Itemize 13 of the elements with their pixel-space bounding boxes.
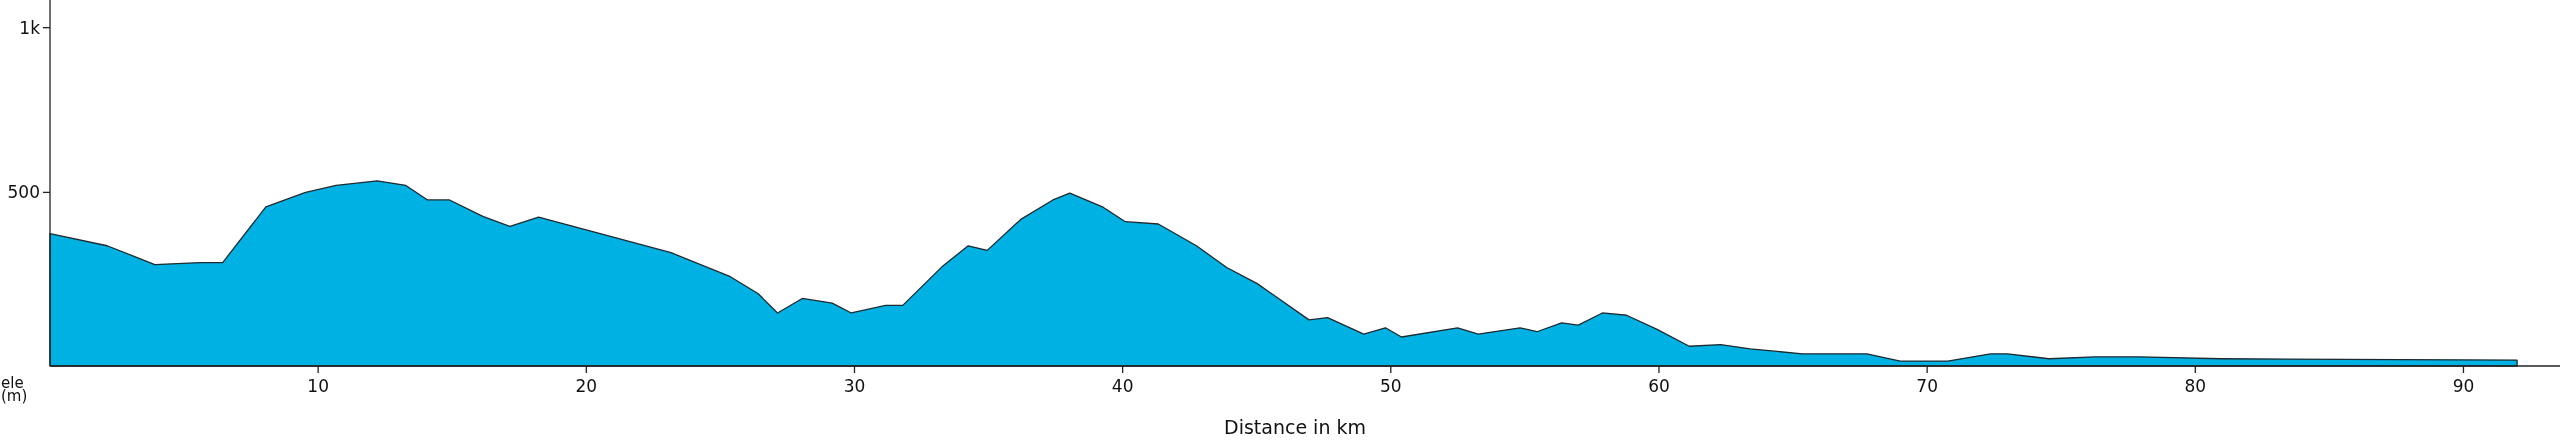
- x-tick-label: 40: [1111, 376, 1134, 396]
- y-tick-label: 1k: [19, 17, 41, 38]
- x-tick-label: 90: [2452, 376, 2475, 396]
- y-axis-title: ele (m): [1, 374, 28, 405]
- x-tick-label: 10: [307, 376, 329, 396]
- x-tick-label: 70: [1916, 376, 1938, 396]
- x-tick-label: 30: [843, 376, 866, 396]
- x-tick-label: 80: [2184, 376, 2207, 396]
- y-tick-label: 500: [7, 182, 40, 203]
- x-tick-label: 50: [1379, 376, 1402, 396]
- x-axis-title: Distance in km: [1224, 416, 1366, 438]
- x-tick-label: 60: [1648, 376, 1670, 396]
- x-tick-label: 20: [575, 376, 598, 396]
